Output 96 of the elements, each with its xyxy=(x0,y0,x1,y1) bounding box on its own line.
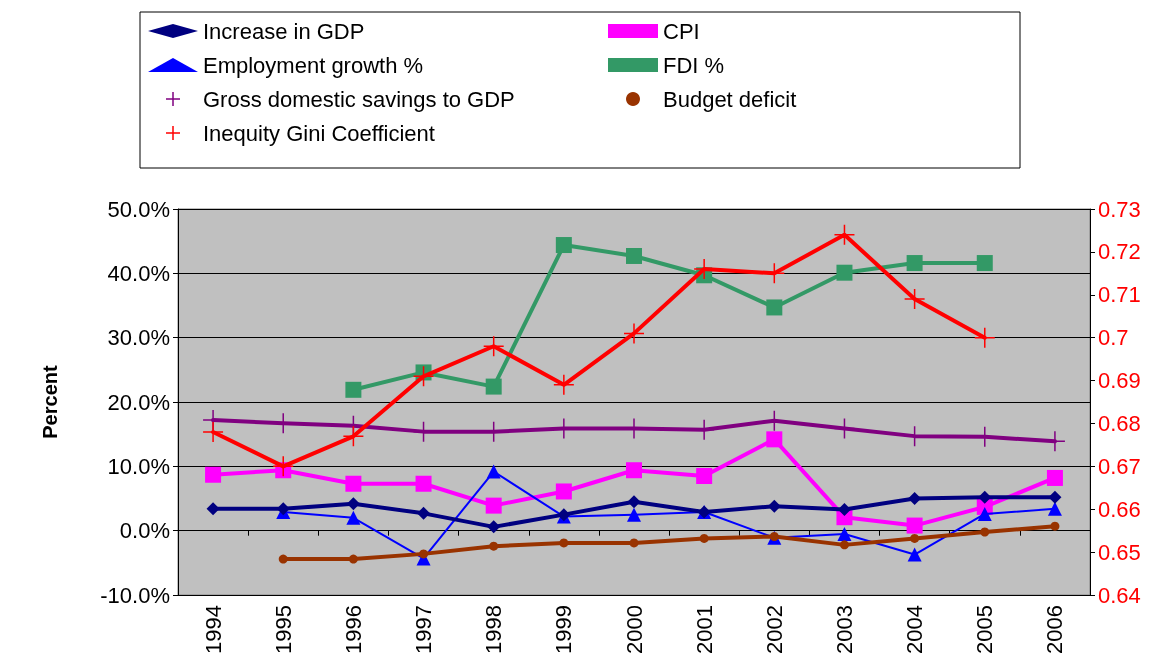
point xyxy=(978,490,992,504)
y2-tick-label: 0.73 xyxy=(1098,196,1141,222)
legend-label: Employment growth % xyxy=(203,52,424,78)
point xyxy=(766,431,783,448)
y2-tick-label: 0.7 xyxy=(1098,325,1129,351)
y-tick-label: 0.0% xyxy=(119,518,170,544)
y2-tick-label: 0.66 xyxy=(1098,496,1141,522)
y-tick-label: -10.0% xyxy=(100,582,170,608)
y-tick-label: 30.0% xyxy=(107,325,170,351)
legend-label: Inequity Gini Coefficient xyxy=(203,120,435,146)
point xyxy=(980,527,990,537)
point xyxy=(487,520,501,534)
point xyxy=(1048,490,1062,504)
y2-tick-label: 0.67 xyxy=(1098,453,1141,479)
point xyxy=(342,425,365,448)
point xyxy=(205,466,222,483)
point xyxy=(555,483,572,500)
x-tick-label: 2002 xyxy=(761,605,787,655)
point xyxy=(272,455,294,478)
point xyxy=(626,247,642,264)
y-tick-label: 20.0% xyxy=(107,389,170,415)
point xyxy=(276,502,290,516)
y2-tick-label: 0.65 xyxy=(1098,539,1141,565)
point xyxy=(906,255,923,272)
point xyxy=(699,533,709,543)
point xyxy=(626,462,642,479)
point xyxy=(908,492,922,506)
point xyxy=(977,506,992,521)
legend-label: FDI % xyxy=(663,52,725,78)
x-tick-label: 1994 xyxy=(200,605,226,655)
x-tick-label: 1999 xyxy=(551,605,577,655)
y-tick-label: 40.0% xyxy=(107,260,170,286)
x-tick-label: 1996 xyxy=(340,605,366,655)
point xyxy=(833,223,856,246)
legend-label: Budget deficit xyxy=(663,86,797,112)
point xyxy=(1050,521,1060,531)
point xyxy=(486,464,501,479)
point xyxy=(555,237,572,254)
point xyxy=(482,335,505,358)
y-tick-label: 50.0% xyxy=(107,196,170,222)
y-tick-label: 10.0% xyxy=(107,453,170,479)
point xyxy=(903,288,926,310)
point xyxy=(415,475,432,492)
x-tick-label: 2004 xyxy=(902,605,928,655)
point xyxy=(559,538,569,548)
x-tick-label: 2000 xyxy=(621,605,647,655)
legend-label: Increase in GDP xyxy=(203,18,365,44)
point xyxy=(623,322,645,345)
x-tick-label: 1997 xyxy=(411,605,437,655)
point xyxy=(627,495,641,509)
legend-label: Gross domestic savings to GDP xyxy=(203,86,515,112)
point xyxy=(627,507,641,522)
point xyxy=(839,540,849,550)
point xyxy=(485,497,502,514)
x-tick-label: 1998 xyxy=(481,605,507,655)
legend-label: CPI xyxy=(663,18,700,44)
point xyxy=(346,497,360,511)
point xyxy=(976,255,993,272)
point xyxy=(553,374,575,396)
point xyxy=(345,475,362,492)
point xyxy=(837,502,851,516)
point xyxy=(837,526,852,541)
point xyxy=(419,549,429,559)
point xyxy=(836,264,853,281)
point xyxy=(412,365,435,388)
point xyxy=(417,506,431,520)
point xyxy=(906,517,923,534)
point xyxy=(206,502,220,516)
y2-tick-label: 0.68 xyxy=(1098,410,1141,436)
x-tick-label: 2005 xyxy=(972,605,998,655)
point xyxy=(485,378,502,395)
y2-tick-label: 0.64 xyxy=(1098,582,1141,608)
point xyxy=(833,417,856,440)
y2-tick-label: 0.71 xyxy=(1098,282,1141,308)
point xyxy=(696,468,713,485)
x-tick-label: 1995 xyxy=(270,605,296,655)
point xyxy=(1046,469,1063,486)
x-tick-label: 2001 xyxy=(691,605,717,655)
point xyxy=(345,381,362,398)
point xyxy=(1047,501,1062,516)
point xyxy=(348,554,358,564)
point xyxy=(629,538,639,548)
point xyxy=(489,541,499,551)
x-tick-label: 2003 xyxy=(831,605,857,655)
point xyxy=(766,299,783,316)
y2-tick-label: 0.69 xyxy=(1098,368,1141,394)
point xyxy=(202,421,224,443)
y-axis-title: Percent xyxy=(39,365,61,439)
point xyxy=(974,326,996,349)
point xyxy=(910,533,920,543)
point xyxy=(767,499,781,513)
y2-tick-label: 0.72 xyxy=(1098,239,1141,265)
point xyxy=(278,554,288,564)
x-tick-label: 2006 xyxy=(1042,605,1068,655)
point xyxy=(346,510,361,525)
point xyxy=(907,547,922,562)
